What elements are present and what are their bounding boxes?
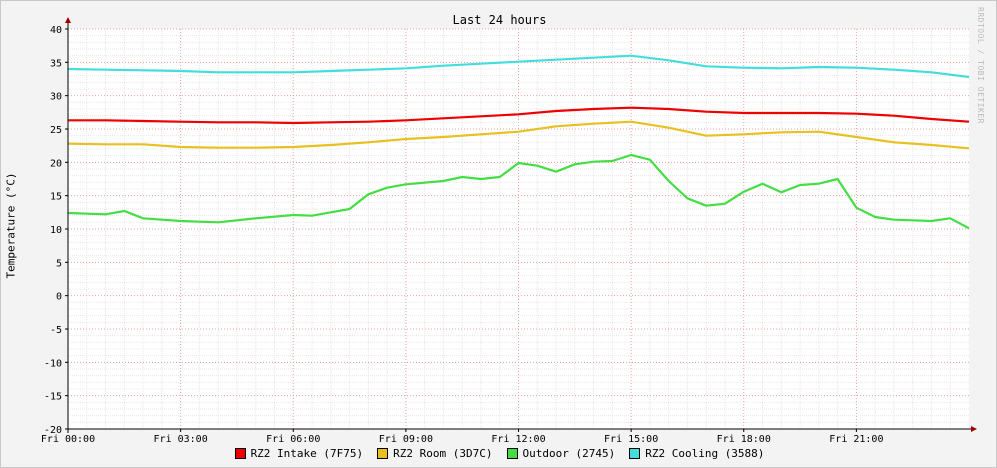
legend-swatch [629, 448, 641, 459]
y-tick-label: -10 [44, 358, 62, 369]
legend-swatch [234, 448, 246, 459]
y-axis-label: Temperature (°C) [4, 172, 18, 279]
legend-label: RZ2 Room (3D7C) [393, 447, 493, 460]
series-layer [67, 54, 970, 230]
y-axis-arrow-icon [65, 17, 71, 23]
legend-item: RZ2 Intake (7F75) [234, 447, 364, 460]
y-tick-label: 35 [50, 58, 62, 69]
chart-title: Last 24 hours [452, 13, 547, 27]
legend-swatch [506, 448, 518, 459]
series-line-0 [68, 106, 970, 125]
x-tick-label: Fri 00:00 [41, 434, 95, 445]
y-tick-label: 10 [50, 225, 62, 236]
y-tick-label: -20 [44, 425, 62, 436]
y-tick-label: 20 [50, 158, 62, 169]
y-tick-label: 15 [50, 192, 62, 203]
grid [67, 28, 969, 430]
legend-item: RZ2 Room (3D7C) [377, 447, 493, 460]
x-tick-label: Fri 18:00 [717, 434, 771, 445]
legend: RZ2 Intake (7F75) RZ2 Room (3D7C) Outdoor … [1, 447, 996, 460]
legend-item: Outdoor (2745) [506, 447, 616, 460]
x-tick-label: Fri 15:00 [604, 434, 658, 445]
y-tick-label: -5 [50, 325, 62, 336]
legend-swatch [377, 448, 389, 459]
series-line-1 [67, 120, 970, 150]
series-line-3 [67, 54, 970, 79]
y-tick-label: 0 [56, 292, 62, 303]
legend-item: RZ2 Cooling (3588) [629, 447, 764, 460]
watermark: RRDTOOL / TOBI OETIKER [976, 7, 985, 124]
legend-label: RZ2 Cooling (3588) [645, 447, 765, 460]
x-tick-label: Fri 12:00 [491, 434, 545, 445]
x-axis-arrow-icon [971, 426, 977, 432]
x-tick-label: Fri 09:00 [379, 434, 433, 445]
series-line-2 [67, 153, 970, 230]
x-tick-label: Fri 03:00 [154, 434, 208, 445]
y-tick-label: 40 [50, 25, 62, 36]
y-tick-label: -15 [44, 392, 62, 403]
x-tick-label: Fri 21:00 [829, 434, 883, 445]
y-tick-label: 25 [50, 125, 62, 136]
legend-label: RZ2 Intake (7F75) [250, 447, 364, 460]
axes [65, 17, 977, 433]
y-tick-label: 30 [50, 92, 62, 103]
legend-label: Outdoor (2745) [522, 447, 616, 460]
y-tick-label: 5 [56, 258, 62, 269]
x-tick-label: Fri 06:00 [266, 434, 320, 445]
